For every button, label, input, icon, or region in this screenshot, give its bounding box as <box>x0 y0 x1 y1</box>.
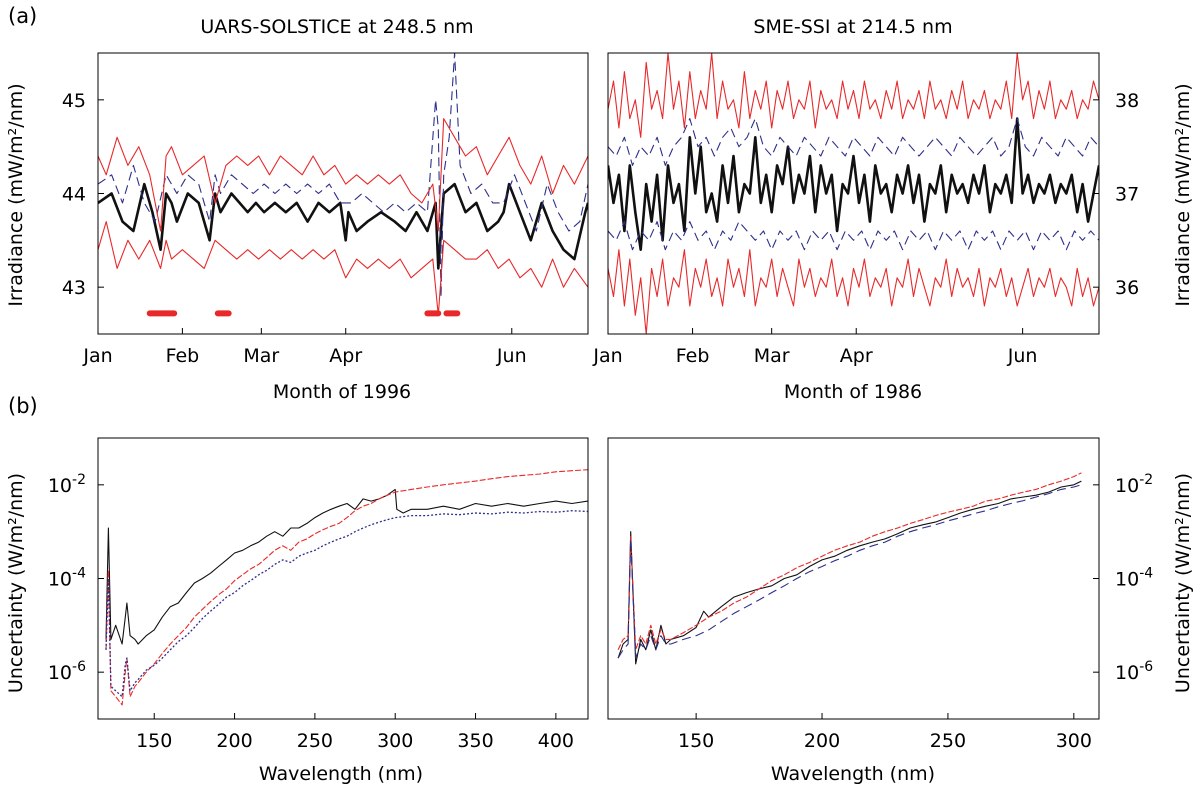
a-right-ytick-label: 38 <box>1115 90 1139 112</box>
a-left-xtick-label: Apr <box>329 345 362 367</box>
chart-a-right-xlabel: Month of 1986 <box>784 381 922 403</box>
a-left-series-uncertainty-outer-lower <box>98 221 588 316</box>
chart-b-right-ylabel: Uncertainty (W/m²/nm) <box>1172 473 1194 693</box>
chart-b-left-xlabel: Wavelength (nm) <box>259 763 423 785</box>
chart-a-right: SME-SSI at 214.5 nm Month of 1986 Irradi… <box>592 16 1194 403</box>
chart-a-left-title: UARS-SOLSTICE at 248.5 nm <box>200 16 473 38</box>
b-right-xtick-label: 300 <box>1056 730 1092 752</box>
a-left-ytick-label: 44 <box>62 184 86 206</box>
a-left-series-irradiance <box>98 182 588 270</box>
a-right-xtick-label: Jan <box>592 345 622 367</box>
b-left-ytick-label: 10-4 <box>48 566 86 591</box>
chart-b-left-frame <box>97 437 589 720</box>
a-left-ytick-label: 45 <box>62 90 86 112</box>
b-left-xtick-label: 150 <box>136 730 172 752</box>
b-left-ytick-label: 10-6 <box>48 659 86 684</box>
b-left-xtick-label: 200 <box>216 730 252 752</box>
a-left-xtick-label: Jan <box>82 345 112 367</box>
b-left-series-total <box>105 488 588 645</box>
b-right-series-component-red <box>617 472 1082 651</box>
chart-b-left: Wavelength (nm) Uncertainty (W/m²/nm) 15… <box>5 437 589 785</box>
chart-a-right-plot-area: Jan Feb Mar Apr Jun 36 37 38 <box>592 53 1139 367</box>
a-right-xtick-label: Mar <box>754 345 790 367</box>
a-right-series-uncertainty-outer <box>608 53 1099 138</box>
chart-b-right-plot-area: 150 200 250 300 10-6 10-4 10-2 <box>617 472 1153 752</box>
chart-a-left: UARS-SOLSTICE at 248.5 nm Month of 1996 … <box>5 16 589 403</box>
chart-a-left-xlabel: Month of 1996 <box>273 381 411 403</box>
b-left-ytick-label: 10-2 <box>48 472 86 497</box>
b-right-xtick-label: 250 <box>930 730 966 752</box>
chart-a-right-frame <box>607 52 1100 335</box>
panel-label-a: (a) <box>8 4 37 28</box>
chart-a-left-plot-area: Jan Feb Mar Apr Jun 43 44 45 <box>62 53 588 367</box>
panel-label-b: (b) <box>8 394 38 418</box>
b-right-ytick-label: 10-2 <box>1115 472 1153 497</box>
b-left-xtick-label: 350 <box>457 730 493 752</box>
b-left-xtick-label: 400 <box>538 730 574 752</box>
a-left-series-uncertainty-outer <box>98 118 588 232</box>
b-right-ytick-label: 10-4 <box>1115 566 1153 591</box>
a-left-xtick-label: Mar <box>243 345 279 367</box>
chart-b-left-plot-area: 150 200 250 300 350 400 10-6 10-4 10-2 <box>48 469 588 752</box>
b-left-xtick-label: 250 <box>297 730 333 752</box>
a-right-ytick-label: 37 <box>1115 184 1139 206</box>
chart-b-right: Wavelength (nm) Uncertainty (W/m²/nm) 15… <box>607 437 1194 785</box>
chart-b-left-ylabel: Uncertainty (W/m²/nm) <box>5 473 27 693</box>
a-left-ytick-label: 43 <box>62 277 86 299</box>
b-left-series-component-blue <box>105 510 588 698</box>
b-right-ytick-label: 10-6 <box>1115 659 1153 684</box>
b-left-series-component-red <box>105 469 588 706</box>
chart-a-left-frame <box>97 52 589 335</box>
b-right-series-component-blue <box>617 484 1082 659</box>
a-right-xtick-label: Jun <box>1007 345 1038 367</box>
a-right-series-uncertainty-inner <box>608 118 1099 166</box>
chart-b-right-xlabel: Wavelength (nm) <box>771 763 935 785</box>
b-left-xtick-label: 300 <box>377 730 413 752</box>
chart-b-right-frame <box>607 437 1100 720</box>
a-right-series-uncertainty-outer-lower <box>608 249 1099 334</box>
b-right-series-total <box>617 480 1082 665</box>
b-right-xtick-label: 200 <box>804 730 840 752</box>
a-left-xtick-label: Feb <box>166 345 200 367</box>
chart-a-right-title: SME-SSI at 214.5 nm <box>753 16 952 38</box>
a-right-xtick-label: Feb <box>676 345 710 367</box>
a-right-ytick-label: 36 <box>1115 277 1139 299</box>
a-right-series-irradiance <box>608 117 1099 251</box>
chart-a-left-ylabel: Irradiance (mW/m²/nm) <box>5 83 27 306</box>
a-left-xtick-label: Jun <box>496 345 527 367</box>
chart-a-right-ylabel: Irradiance (mW/m²/nm) <box>1172 83 1194 306</box>
b-right-xtick-label: 150 <box>678 730 714 752</box>
a-left-series-uncertainty-inner <box>98 53 588 298</box>
a-right-xtick-label: Apr <box>840 345 873 367</box>
a-right-series-uncertainty-inner-lower <box>608 221 1099 251</box>
